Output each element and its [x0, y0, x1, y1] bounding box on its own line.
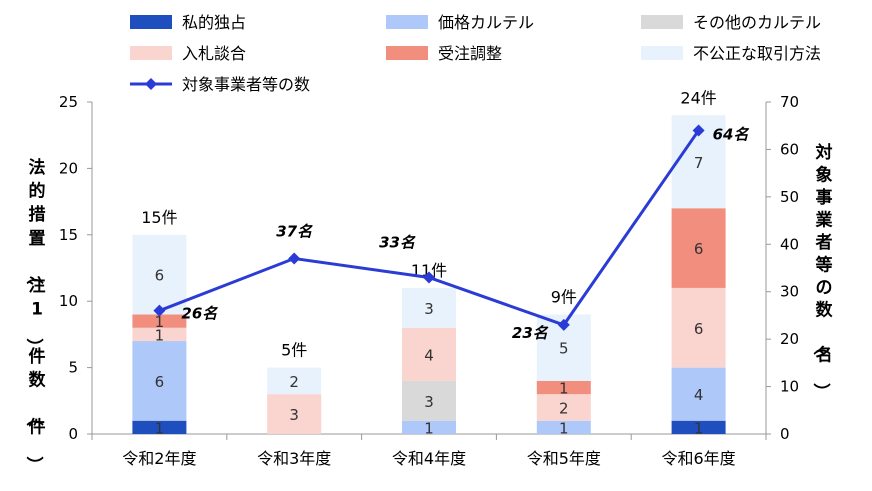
bar-segment: [132, 234, 187, 315]
right-tick-label: 0: [780, 425, 790, 443]
bar-segment: [132, 327, 187, 342]
bar-segment: [536, 394, 591, 421]
bar-segment: [671, 420, 726, 434]
legend-swatch: [386, 15, 428, 29]
point-value-label: 26名: [181, 305, 218, 323]
left-tick-label: 0: [68, 425, 78, 443]
segment-value-label: 4: [424, 346, 434, 364]
segment-value-label: 1: [559, 380, 569, 398]
right-axis-title: 対象事業者等の数（名）: [811, 142, 834, 400]
segment-value-label: 3: [289, 406, 299, 424]
legend-label: 価格カルテル: [438, 13, 534, 32]
legend-label: 入札談合: [182, 44, 246, 63]
bar-total-label: 5件: [281, 341, 307, 360]
segment-value-label: 3: [424, 393, 434, 411]
legend-label: その他のカルテル: [693, 13, 821, 32]
segment-value-label: 6: [155, 267, 165, 285]
segment-value-label: 1: [155, 313, 165, 331]
point-value-label: 23名: [512, 324, 549, 342]
line-point: [423, 271, 435, 284]
right-tick-label: 20: [780, 330, 799, 348]
segment-value-label: 2: [289, 373, 299, 391]
segment-value-label: 6: [694, 320, 704, 338]
legend-label: 対象事業者等の数: [182, 75, 310, 94]
category-label: 令和6年度: [662, 449, 736, 468]
bar-segment: [536, 420, 591, 434]
bar-segment: [402, 420, 456, 434]
line-point: [153, 304, 166, 317]
bar-segment: [267, 394, 322, 434]
category-label: 令和3年度: [257, 449, 331, 468]
bar-total-label: 9件: [551, 287, 577, 306]
right-tick-label: 50: [780, 188, 799, 206]
bar-segment: [536, 380, 591, 395]
bar-segment: [671, 367, 726, 421]
right-tick-label: 70: [780, 93, 799, 111]
legend-label: 私的独占: [182, 13, 246, 32]
legend-swatch: [130, 46, 172, 60]
legend-label: 受注調整: [438, 44, 502, 63]
segment-value-label: 2: [559, 399, 569, 417]
legend-swatch: [641, 46, 683, 60]
segment-value-label: 7: [694, 154, 704, 172]
bar-segment: [402, 287, 456, 328]
legend-label: 不公正な取引方法: [693, 44, 821, 63]
bar-segment: [132, 420, 187, 434]
left-tick-label: 15: [59, 226, 78, 244]
segment-value-label: 5: [559, 340, 569, 358]
left-tick-label: 5: [68, 359, 78, 377]
right-tick-label: 10: [780, 378, 799, 396]
bar-segment: [671, 287, 726, 368]
left-tick-label: 20: [59, 159, 78, 177]
segment-value-label: 1: [694, 419, 704, 437]
category-label: 令和5年度: [527, 449, 601, 468]
bar-segment: [402, 327, 456, 381]
legend-swatch: [386, 46, 428, 60]
point-value-label: 37名: [276, 223, 313, 241]
point-value-label: 64名: [713, 125, 750, 143]
segment-value-label: 6: [155, 373, 165, 391]
segment-value-label: 4: [694, 386, 704, 404]
category-label: 令和4年度: [392, 449, 466, 468]
right-tick-label: 60: [780, 140, 799, 158]
right-tick-label: 30: [780, 283, 799, 301]
legend-swatch: [130, 15, 172, 29]
bar-segment: [671, 208, 726, 288]
left-tick-label: 10: [59, 292, 78, 310]
bar-segment: [267, 367, 322, 395]
category-label: 令和2年度: [122, 449, 196, 468]
left-axis-title: 法的措置（注 1 ）件数（件）: [24, 157, 47, 473]
line-series: 26名 37名 33名 23名 64名: [153, 124, 750, 342]
segment-value-label: 3: [424, 300, 434, 318]
segment-value-label: 1: [155, 419, 165, 437]
bar-segment: [132, 341, 187, 421]
right-tick-label: 40: [780, 235, 799, 253]
bar-segment: [402, 380, 456, 421]
segment-value-label: 1: [424, 419, 434, 437]
line-point: [557, 318, 570, 331]
segment-value-label: 1: [155, 326, 165, 344]
bar-total-label: 24件: [680, 88, 716, 107]
left-tick-label: 25: [59, 93, 78, 111]
bar-segment: [132, 314, 187, 328]
segment-value-label: 6: [694, 240, 704, 258]
legend-line-marker: [145, 78, 157, 90]
line-point: [288, 252, 301, 265]
point-value-label: 33名: [379, 233, 416, 251]
segment-value-label: 1: [559, 419, 569, 437]
legend-swatch: [641, 15, 683, 29]
bar-total-label: 15件: [141, 208, 177, 227]
line-point: [692, 124, 705, 137]
